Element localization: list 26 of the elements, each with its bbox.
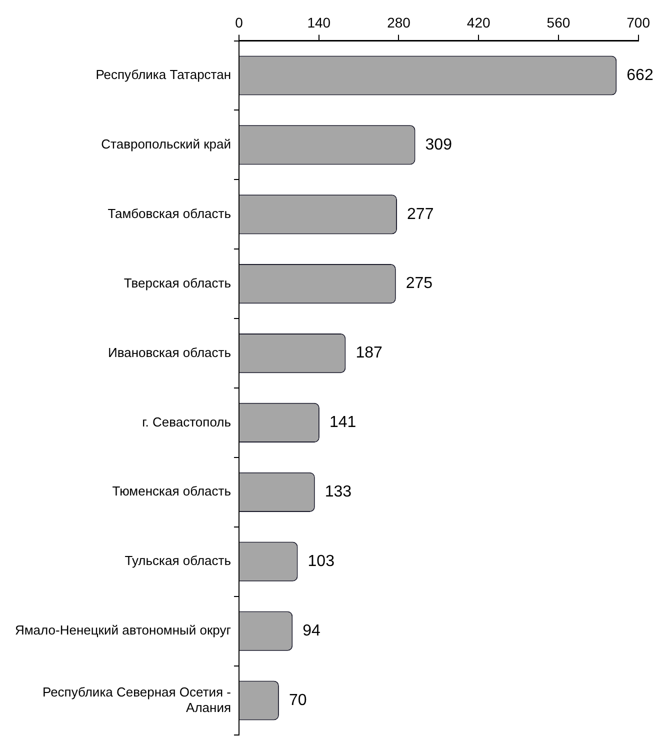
y-tick-label: Тамбовская область bbox=[108, 206, 232, 221]
y-tick-label: Тульская область bbox=[124, 553, 232, 568]
data-label: 133 bbox=[324, 484, 352, 501]
x-tick-label: 560 bbox=[546, 14, 570, 30]
x-tick-label: 700 bbox=[626, 14, 650, 30]
y-tick-label: Республика Северная Осетия - Алания bbox=[42, 684, 232, 715]
y-tick-label: Тюменская область bbox=[112, 484, 232, 499]
x-tick-label: 0 bbox=[235, 14, 244, 30]
data-label: 277 bbox=[407, 206, 434, 223]
data-label: 275 bbox=[406, 275, 433, 292]
x-tick-label: 140 bbox=[307, 14, 331, 30]
data-label: 141 bbox=[329, 414, 356, 432]
y-tick-label: Ивановская область bbox=[108, 344, 232, 360]
data-label: 70 bbox=[288, 692, 307, 709]
y-tick-label: Тверская область bbox=[124, 275, 232, 290]
data-label: 103 bbox=[308, 553, 335, 570]
data-label: 94 bbox=[302, 622, 321, 640]
y-tick-label: г. Севастополь bbox=[142, 414, 232, 430]
y-tick-label: Ямало-Ненецкий автономный округ bbox=[14, 622, 232, 638]
data-label: 662 bbox=[626, 66, 654, 84]
x-tick-label: 280 bbox=[387, 14, 411, 30]
data-label: 187 bbox=[356, 344, 382, 362]
y-tick-label: Ставропольский край bbox=[101, 136, 232, 152]
y-tick-label: Республика Татарстан bbox=[96, 67, 232, 82]
x-tick-label: 420 bbox=[466, 14, 490, 30]
data-label: 309 bbox=[425, 136, 452, 154]
